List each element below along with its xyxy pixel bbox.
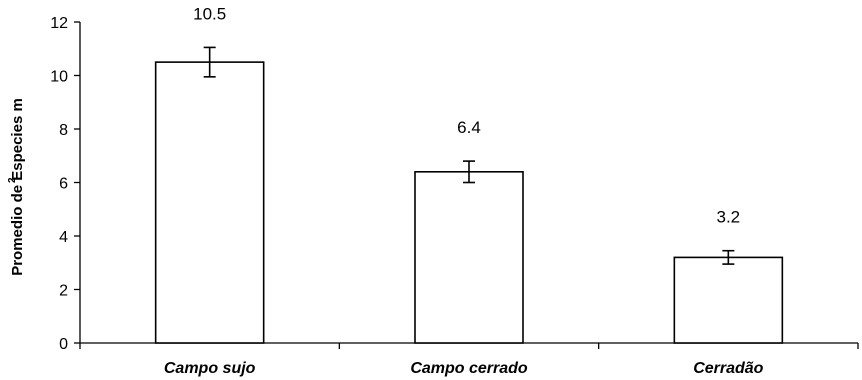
y-tick-label: 6 (59, 176, 68, 193)
y-tick-label: 0 (59, 336, 68, 353)
y-axis-title-group: Promedio de Especies m 2 (7, 98, 26, 276)
bar-3 (673, 256, 784, 344)
y-tick-label: 2 (59, 283, 68, 300)
y-tick-label: 8 (59, 122, 68, 139)
y-axis-title: Promedio de Especies m (9, 98, 26, 276)
bar-2 (414, 171, 524, 344)
x-category-label-2: Campo cerrado (410, 360, 528, 377)
y-tick-label: 12 (50, 15, 68, 32)
x-category-label-1: Campo sujo (164, 360, 256, 377)
y-axis-title-superscript: 2 (7, 177, 18, 183)
y-tick-label: 4 (59, 229, 68, 246)
plot-area: 0 2 4 6 8 10 12 10.5 Campo sujo 6.4 Campo cerrado 3… (50, 4, 859, 377)
x-category-label-3: Cerradão (693, 360, 763, 377)
data-label-3: 3.2 (717, 208, 741, 227)
y-tick-label: 10 (50, 69, 68, 86)
data-label-2: 6.4 (457, 118, 481, 137)
bar-1 (154, 61, 265, 344)
data-label-1: 10.5 (193, 4, 226, 23)
